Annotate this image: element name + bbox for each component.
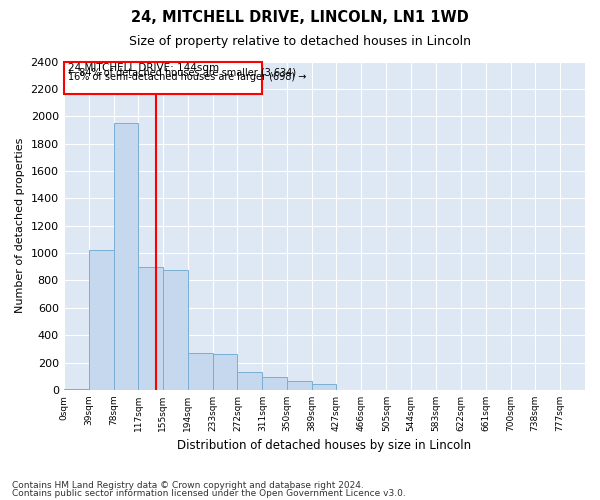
Bar [287,382,312,390]
Bar [238,372,262,390]
Bar [312,384,337,390]
Bar [262,377,287,390]
Text: 16% of semi-detached houses are larger (698) →: 16% of semi-detached houses are larger (… [68,72,306,82]
Bar [163,270,188,390]
Text: Size of property relative to detached houses in Lincoln: Size of property relative to detached ho… [129,35,471,48]
Text: Contains HM Land Registry data © Crown copyright and database right 2024.: Contains HM Land Registry data © Crown c… [12,481,364,490]
Text: ← 84% of detached houses are smaller (3,634): ← 84% of detached houses are smaller (3,… [68,68,296,78]
Bar [64,388,89,390]
Text: 24 MITCHELL DRIVE: 144sqm: 24 MITCHELL DRIVE: 144sqm [68,63,218,73]
Bar [212,354,238,390]
Bar [139,267,163,390]
Y-axis label: Number of detached properties: Number of detached properties [15,138,25,314]
Bar [113,123,139,390]
X-axis label: Distribution of detached houses by size in Lincoln: Distribution of detached houses by size … [177,440,472,452]
Bar [188,353,212,390]
Bar [64,62,262,94]
Text: 24, MITCHELL DRIVE, LINCOLN, LN1 1WD: 24, MITCHELL DRIVE, LINCOLN, LN1 1WD [131,10,469,25]
Bar [89,250,113,390]
Text: Contains public sector information licensed under the Open Government Licence v3: Contains public sector information licen… [12,488,406,498]
